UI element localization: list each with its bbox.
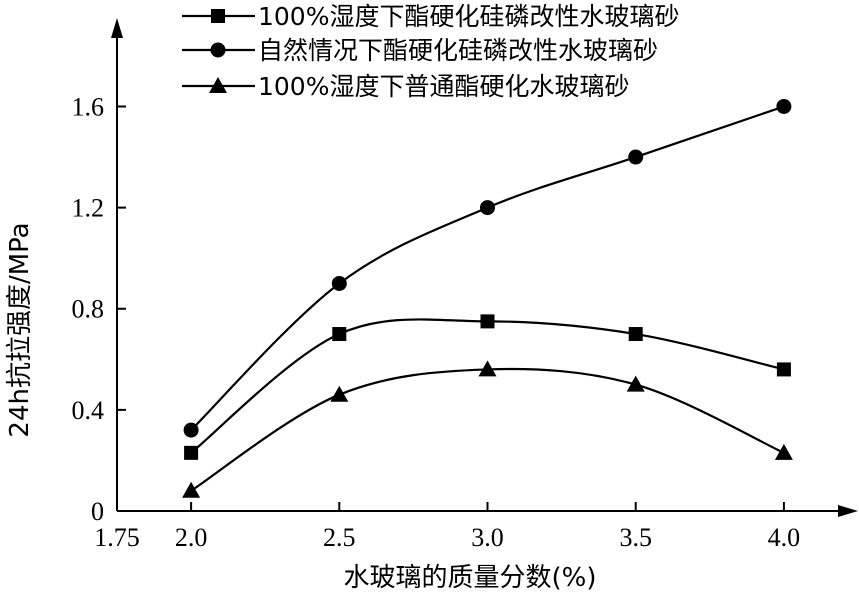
legend-label: 自然情况下酯硬化硅磷改性水玻璃砂 [258, 36, 658, 65]
y-axis-title: 24h抗拉强度/MPa [5, 222, 35, 437]
series-line-2 [190, 105, 785, 431]
series-line-3 [190, 367, 785, 492]
x-tick-label: 1.75 [94, 523, 140, 552]
x-tick-label: 4.0 [768, 523, 801, 552]
x-tick-label: 3.5 [619, 523, 652, 552]
legend-label: 100%湿度下酯硬化硅磷改性水玻璃砂 [258, 2, 679, 31]
legend-marker-square [211, 9, 225, 23]
data-point-circle [183, 422, 199, 438]
series-curves [190, 105, 785, 492]
x-axis [117, 505, 858, 517]
y-tick-label: 1.2 [72, 194, 105, 223]
data-point-triangle [626, 375, 645, 392]
data-point-square [628, 327, 643, 342]
x-axis-arrow [838, 505, 858, 517]
y-tick-label: 0.8 [72, 295, 105, 324]
data-point-circle [480, 200, 495, 216]
data-point-triangle [478, 360, 497, 377]
data-point-circle [776, 98, 792, 114]
data-point-triangle [774, 443, 793, 460]
data-point-triangle [182, 481, 201, 498]
series-markers [182, 98, 793, 498]
legend-marker-circle [210, 42, 226, 58]
y-axis [111, 18, 123, 511]
legend-marker-triangle [209, 77, 227, 93]
data-point-circle [628, 149, 644, 165]
data-point-square [184, 445, 199, 460]
x-tick-label: 3.0 [471, 523, 504, 552]
ticks: 1.75 2.0 2.5 3.0 3.5 4.0 0 0.4 0.8 1.2 1.6 [72, 92, 801, 552]
data-point-square [480, 314, 495, 329]
series-line-1 [190, 318, 785, 454]
y-tick-label: 0.4 [72, 396, 105, 425]
x-axis-title: 水玻璃的质量分数(%) [344, 563, 597, 593]
y-tick-label: 0 [91, 497, 104, 526]
x-tick-label: 2.5 [323, 523, 356, 552]
y-axis-arrow [111, 18, 123, 38]
data-point-square [332, 327, 347, 342]
legend-label: 100%湿度下普通酯硬化水玻璃砂 [258, 72, 629, 101]
x-tick-label: 2.0 [175, 523, 208, 552]
data-point-triangle [330, 385, 349, 402]
data-point-circle [331, 275, 347, 291]
y-tick-label: 1.6 [72, 92, 105, 121]
data-point-square [776, 362, 791, 377]
